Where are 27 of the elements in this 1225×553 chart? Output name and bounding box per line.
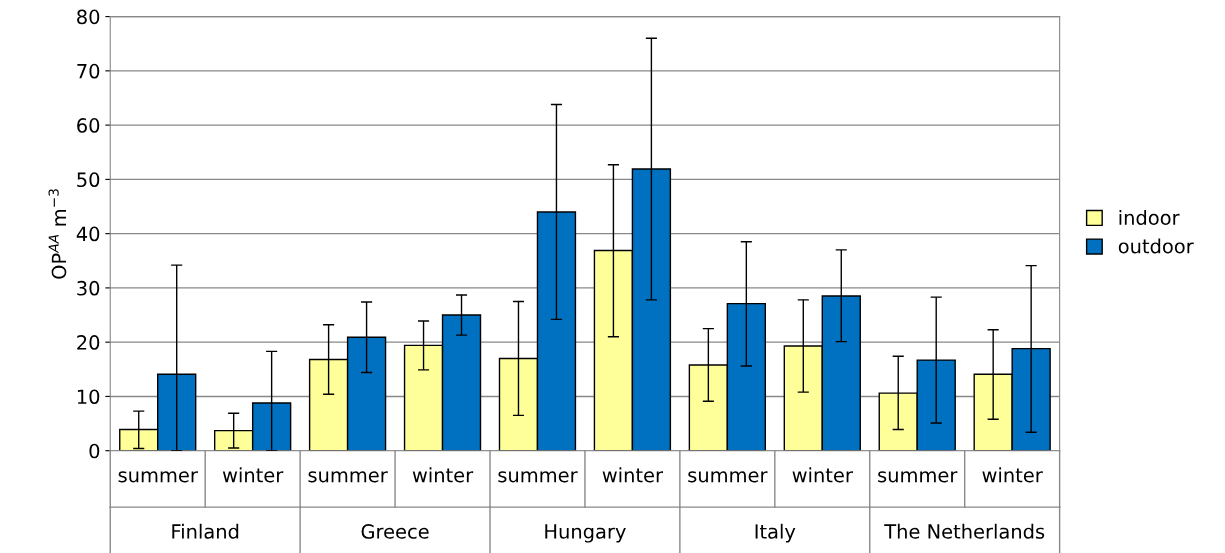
x-tick-label: summer (308, 471, 388, 483)
x-tick-label: winter (412, 467, 474, 483)
y-tick-label: 80 (77, 9, 100, 25)
text: Italy (755, 523, 796, 543)
y-axis-title: OP$^{AA}$ m$^{−3}$ (48, 189, 67, 279)
x-tick-label: winter (602, 467, 664, 483)
x-tick-label: summer (878, 471, 958, 483)
y-tick-label: 20 (77, 335, 100, 350)
y-tick-label: 0 (89, 443, 100, 459)
y-tick-label: 60 (77, 118, 100, 133)
y-tick-label: 30 (77, 280, 100, 296)
x-tick-label: winter (982, 467, 1043, 483)
x-tick-label: summer (498, 471, 578, 483)
text: Finland (172, 523, 239, 539)
text: Hungary (545, 524, 626, 543)
legend-label: outdoor (1118, 238, 1194, 254)
x-tick-label: winter (222, 467, 284, 483)
x-tick-label: summer (688, 471, 768, 483)
text: The Netherlands (884, 523, 1045, 539)
text: Greece (361, 524, 429, 539)
y-tick-label: 10 (77, 389, 100, 405)
x-tick-label: winter (792, 467, 853, 483)
y-tick-label: 70 (77, 63, 100, 79)
x-tick-label: summer (118, 471, 198, 483)
y-tick-label: 40 (76, 226, 100, 242)
legend-label: indoor (1119, 209, 1180, 226)
y-tick-label: 50 (77, 172, 100, 188)
